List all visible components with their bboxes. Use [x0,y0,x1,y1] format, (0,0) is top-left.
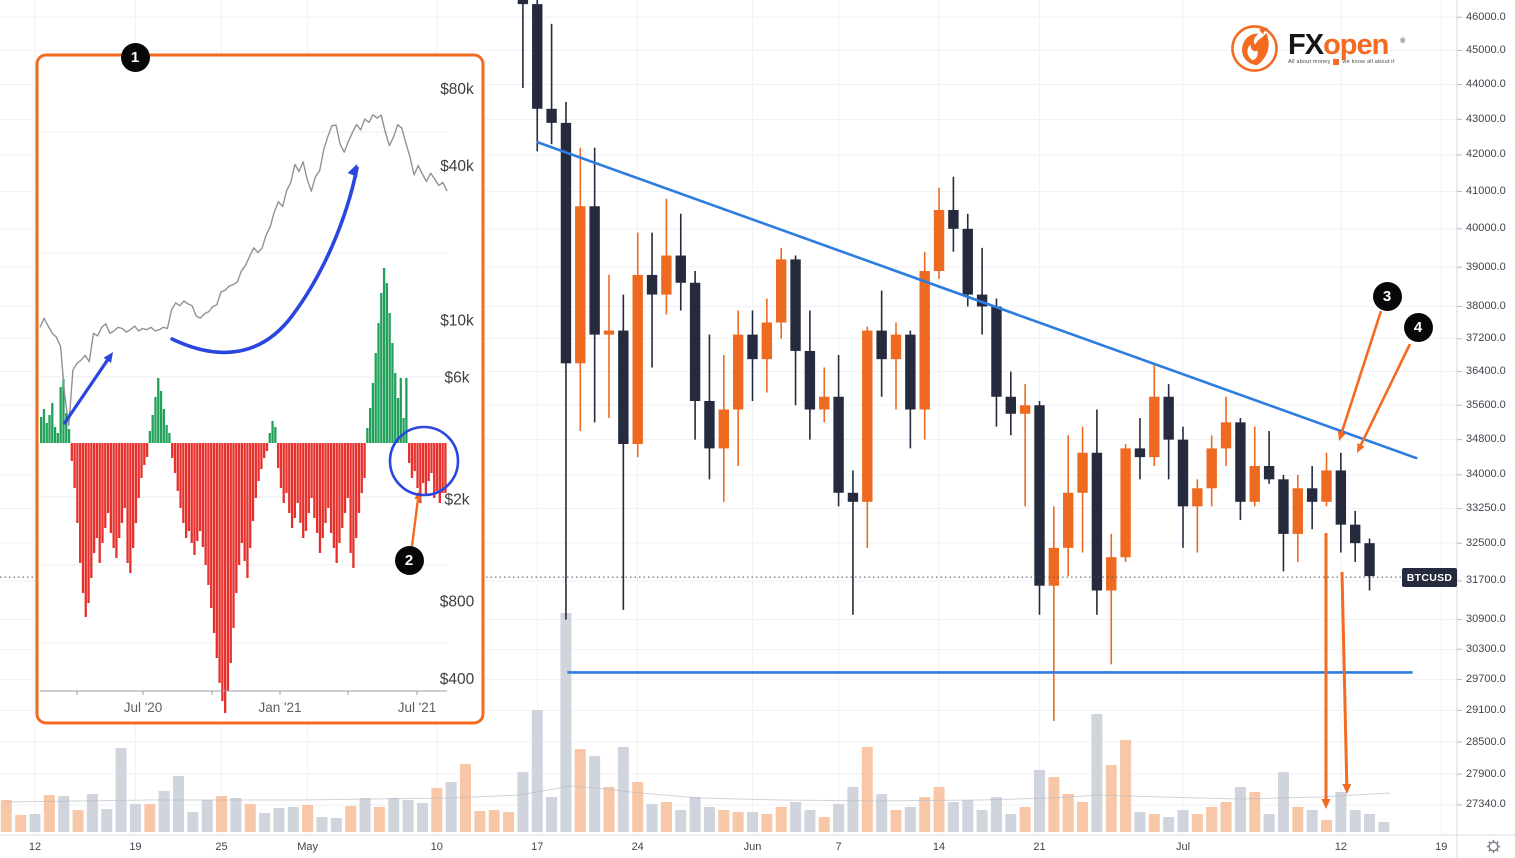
price-tick-label: 46000.0 [1466,10,1506,23]
price-tick-label: 44000.0 [1466,78,1506,91]
price-tick-label: 34800.0 [1466,433,1506,446]
price-tick-label: 29100.0 [1466,703,1506,716]
volume-bars [0,613,1391,832]
inset-y-label: $10k [440,312,474,329]
inset-price-line [39,113,448,426]
time-tick-label: 21 [1033,841,1046,853]
time-tick-label: 19 [1435,841,1448,853]
fxopen-phoenix-icon [1231,24,1278,72]
price-tick-label: 35600.0 [1466,398,1506,411]
logo-wordmark: FXopen ® [1288,28,1405,61]
inset-y-label: $400 [440,671,475,688]
symbol-price-label: BTCUSD [1402,568,1457,587]
badge2-arrow [410,496,420,547]
inset-y-label: $6k [445,369,470,386]
price-tick-label: 27900.0 [1466,767,1506,780]
price-tick-label: 39000.0 [1466,260,1506,273]
time-tick-label: 7 [835,841,842,853]
price-tick-label: 37200.0 [1466,332,1506,345]
time-tick-label: 12 [28,841,42,853]
price-tick-label: 29700.0 [1466,673,1506,686]
annotation-arrows [62,164,1412,809]
fxopen-logo: FXopen ® All about money we know all about… [1230,21,1415,75]
price-tick-label: 45000.0 [1466,44,1506,56]
inset-y-label: $40k [440,158,474,175]
gear-icon [1486,839,1500,853]
badge4-arrow [1358,343,1412,449]
price-tick-label: 33250.0 [1466,502,1506,515]
inset-x-label: Jul '21 [398,700,437,715]
price-axis[interactable]: 46000.0 45000.0 44000.0 43000.0 42000.0 41000… [1457,0,1515,835]
annotation-circle [388,425,460,497]
badge3-arrow [1339,310,1383,436]
descending-trendline [536,141,1418,460]
annotation-badge-1: 1 [120,42,150,72]
inset-y-label: $800 [440,594,475,611]
inset-y-label: $80k [440,81,474,98]
price-tick-label: 30900.0 [1466,613,1506,626]
price-tick-label: 40000.0 [1466,222,1506,235]
price-tick-label: 42000.0 [1466,148,1506,161]
time-tick-label: May [297,841,319,853]
trademark-mark: ® [1400,37,1405,45]
time-tick-label: 19 [129,841,142,853]
candles [517,0,1375,721]
time-tick-label: Jun [743,841,762,853]
time-tick-label: 25 [215,841,228,853]
inset-straight-arrow [62,356,111,425]
inset-histogram [40,268,447,713]
inset-border [35,53,485,725]
time-tick-label: 12 [1334,841,1347,853]
annotation-badge-2: 2 [394,545,424,575]
price-tick-label: 43000.0 [1466,112,1506,125]
price-tick-label: 27340.0 [1466,798,1506,811]
inset-curved-arrow [170,166,359,355]
time-tick-label: 10 [430,841,443,853]
time-axis[interactable]: 12 19 25 May 10 17 24 Jun 7 14 21 Jul 12 19 [0,835,1457,858]
logo-tagline: All about money we know all about it [1288,58,1395,65]
price-tick-label: 30300.0 [1466,642,1506,655]
tagline-block-icon [1333,58,1340,65]
price-tick-label: 38000.0 [1466,299,1506,312]
inset-x-label: Jan '21 [258,700,301,715]
price-tick-label: 28500.0 [1466,735,1506,748]
price-tick-label: 34000.0 [1466,468,1506,481]
price-tick-label: 31700.0 [1466,574,1506,587]
inset-y-label: $2k [445,492,470,509]
price-tick-label: 32500.0 [1466,536,1506,549]
time-tick-label: 14 [932,841,946,853]
time-tick-label: Jul [1175,841,1191,853]
annotation-badge-4: 4 [1403,312,1433,342]
settings-gear-button[interactable] [1478,836,1508,856]
time-tick-label: 17 [531,841,544,853]
time-tick-label: 24 [631,841,644,853]
down-arrow-b [1340,571,1349,788]
price-tick-label: 36400.0 [1466,365,1506,378]
inset-chart: Jul '20 Jan '21 Jul '21 $80k $40k $10k $6k $2k $… [35,53,485,725]
price-tick-label: 41000.0 [1466,184,1506,197]
annotation-badge-3: 3 [1372,281,1402,311]
inset-x-label: Jul '20 [124,700,163,715]
